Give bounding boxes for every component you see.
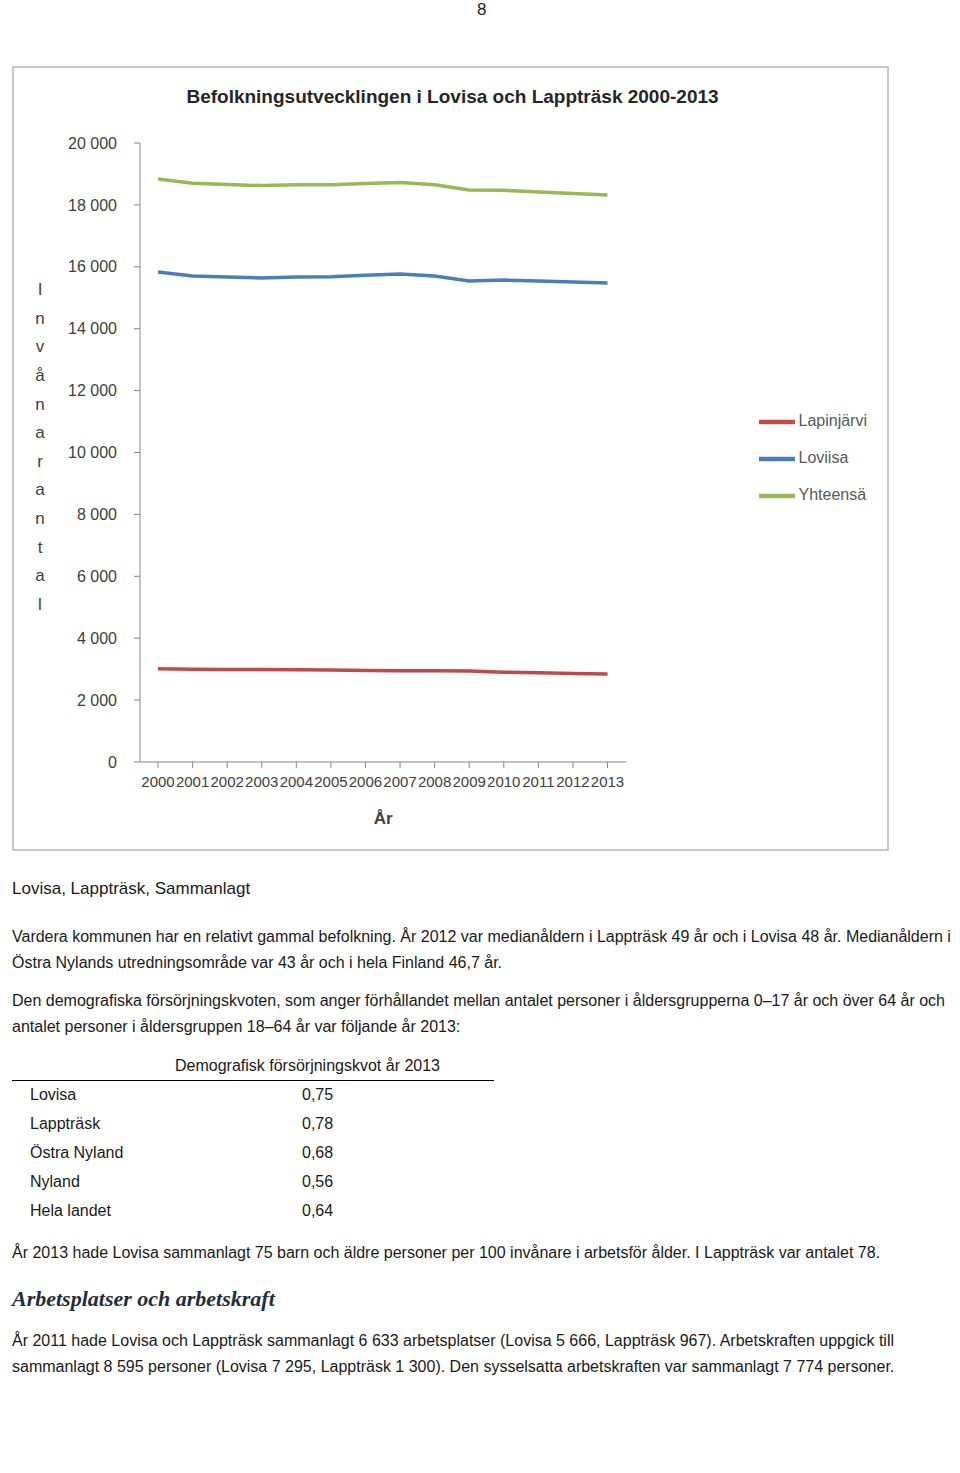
svg-text:2005: 2005 [314, 773, 347, 790]
svg-text:2007: 2007 [383, 773, 416, 790]
html-text:År 2013 hade Lovisa sammanlagt: År 2013 hade Lovisa sammanlagt 75 barn o… [12, 1243, 881, 1261]
html-text:Lapinjärvi: Lapinjärvi [798, 412, 867, 430]
svg-text:2010: 2010 [487, 773, 520, 790]
html-text:Befolkningsutvecklingen i Lovi: Befolkningsutvecklingen i Lovisa och Lap… [186, 86, 719, 107]
html-text:Demografisk försörjningskvot å: Demografisk försörjningskvot år 2013 [175, 1057, 440, 1074]
html-text:Nyland: Nyland [30, 1173, 80, 1190]
html-text:Arbetsplatser och arbetskraft: Arbetsplatser och arbetskraft [12, 1285, 275, 1311]
svg-text:12 000: 12 000 [68, 382, 117, 399]
svg-text:2003: 2003 [245, 773, 278, 790]
html-text:Lovisa: Lovisa [30, 1086, 77, 1104]
html-text:0,78: 0,78 [302, 1115, 334, 1132]
html-text:0,75: 0,75 [302, 1086, 334, 1104]
html-text:Hela landet: Hela landet [30, 1202, 111, 1219]
html-text:0,68: 0,68 [302, 1144, 334, 1161]
svg-text:2004: 2004 [280, 773, 313, 790]
svg-text:16 000: 16 000 [68, 258, 117, 275]
svg-text:2009: 2009 [453, 773, 486, 790]
svg-text:Invånarantal: Invånarantal [35, 280, 45, 614]
svg-text:2000: 2000 [141, 773, 174, 790]
svg-text:18 000: 18 000 [68, 197, 117, 214]
html-text:År 2011 hade Lovisa och Lapptr: År 2011 hade Lovisa och Lappträsk samman… [12, 1331, 895, 1375]
html-text:Loviisa: Loviisa [798, 449, 849, 467]
svg-text:2002: 2002 [210, 773, 243, 790]
svg-text:År: År [374, 809, 393, 828]
svg-text:6 000: 6 000 [77, 568, 117, 585]
html-text:Lappträsk: Lappträsk [30, 1115, 101, 1132]
svg-text:2011: 2011 [522, 773, 554, 790]
svg-text:14 000: 14 000 [68, 320, 117, 337]
html-text:Yhteensä: Yhteensä [798, 485, 867, 503]
svg-text:10 000: 10 000 [68, 444, 117, 461]
svg-text:2 000: 2 000 [77, 692, 117, 709]
html-text:Östra Nyland: Östra Nyland [30, 1144, 124, 1161]
svg-text:20 000: 20 000 [68, 135, 117, 152]
svg-text:2008: 2008 [418, 773, 451, 790]
html-text:0,64: 0,64 [302, 1202, 334, 1219]
html-text:8: 8 [477, 0, 487, 19]
svg-text:8 000: 8 000 [77, 506, 117, 523]
html-text:0,56: 0,56 [302, 1173, 334, 1190]
svg-text:4 000: 4 000 [77, 630, 117, 647]
html-text:Lovisa, Lappträsk, Sammanlagt: Lovisa, Lappträsk, Sammanlagt [12, 879, 251, 898]
svg-text:2012: 2012 [556, 773, 589, 790]
svg-text:2013: 2013 [591, 773, 624, 790]
svg-text:2001: 2001 [176, 773, 209, 790]
svg-text:2006: 2006 [349, 773, 382, 790]
html-text:Vardera kommunen har en relati: Vardera kommunen har en relativt gammal … [12, 928, 951, 971]
svg-text:0: 0 [108, 754, 117, 771]
html-text:Den demografiska försörjningsk: Den demografiska försörjningskvoten, som… [12, 992, 945, 1035]
